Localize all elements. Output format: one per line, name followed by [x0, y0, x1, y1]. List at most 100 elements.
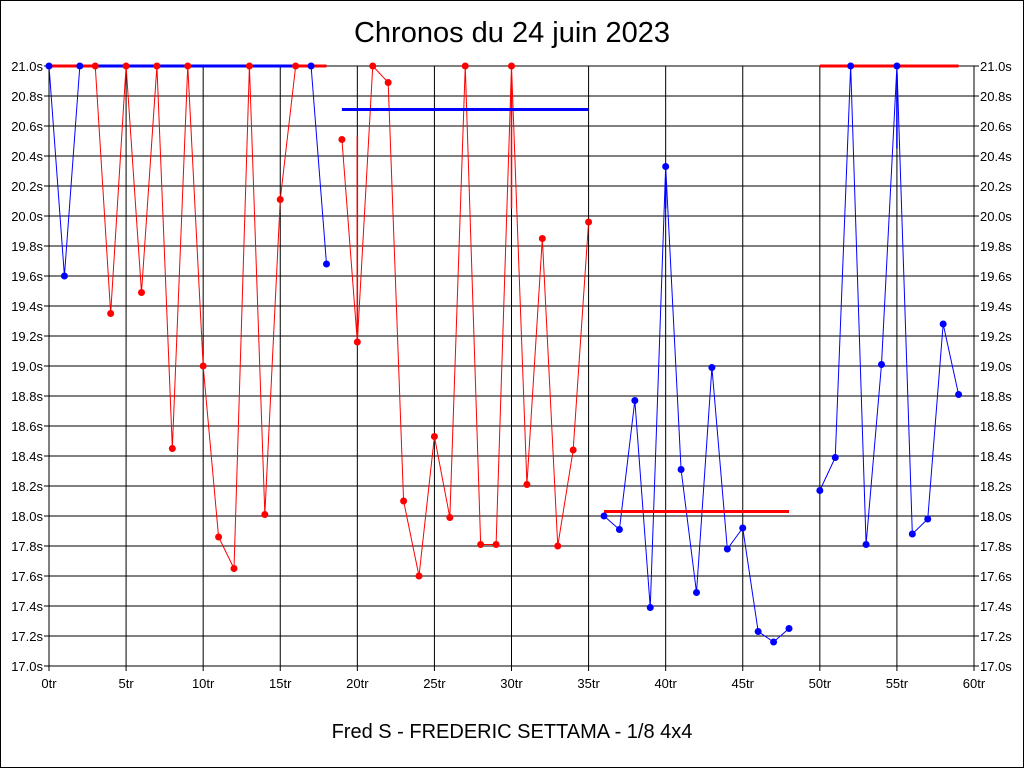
data-point	[939, 320, 947, 328]
y-tick-label-left: 19.4s	[11, 299, 43, 314]
data-point	[400, 497, 408, 505]
data-point	[76, 62, 84, 70]
y-tick-label-left: 17.6s	[11, 569, 43, 584]
data-point	[924, 515, 932, 523]
y-tick-label-left: 19.8s	[11, 239, 43, 254]
data-point	[723, 545, 731, 553]
x-tick-label: 50tr	[809, 676, 832, 691]
data-point	[461, 62, 469, 70]
data-point	[646, 604, 654, 611]
x-tick-label: 25tr	[423, 676, 446, 691]
y-tick-label-right: 20.4s	[980, 149, 1012, 164]
data-point	[631, 397, 639, 404]
x-tick-label: 20tr	[346, 676, 369, 691]
x-tick-label: 35tr	[577, 676, 600, 691]
data-point	[338, 136, 346, 143]
data-point	[538, 235, 546, 242]
y-tick-label-left: 17.2s	[11, 629, 43, 644]
x-tick-label: 30tr	[500, 676, 523, 691]
data-point	[862, 541, 870, 548]
x-tick-label: 45tr	[732, 676, 755, 691]
y-tick-label-left: 18.4s	[11, 449, 43, 464]
x-tick-label: 0tr	[41, 676, 57, 691]
data-point	[45, 62, 53, 70]
data-point	[508, 62, 515, 70]
y-tick-label-right: 18.8s	[980, 389, 1012, 404]
data-point	[585, 218, 593, 226]
data-point	[816, 487, 824, 494]
data-point	[785, 625, 793, 632]
data-point	[430, 433, 438, 440]
data-point	[908, 530, 916, 538]
y-tick-label-left: 20.0s	[11, 209, 43, 224]
data-point	[615, 526, 623, 533]
data-point	[477, 541, 485, 548]
data-point	[831, 454, 839, 461]
data-point	[739, 524, 747, 532]
x-tick-label: 10tr	[192, 676, 215, 691]
y-tick-label-left: 18.6s	[11, 419, 43, 434]
y-tick-label-right: 19.8s	[980, 239, 1012, 254]
data-point	[847, 62, 855, 70]
data-point	[754, 628, 762, 635]
data-point	[600, 512, 608, 520]
x-tick-label: 60tr	[963, 676, 986, 691]
y-tick-label-right: 20.2s	[980, 179, 1012, 194]
data-point	[770, 638, 778, 646]
data-point	[168, 445, 176, 452]
y-tick-label-right: 19.4s	[980, 299, 1012, 314]
data-point	[323, 260, 330, 268]
series-line	[819, 65, 960, 545]
y-tick-label-left: 20.2s	[11, 179, 43, 194]
data-point	[523, 481, 531, 488]
data-point	[215, 533, 223, 541]
data-point	[569, 446, 577, 454]
y-tick-label-right: 19.6s	[980, 269, 1012, 284]
data-point	[708, 364, 716, 371]
y-tick-label-left: 19.6s	[11, 269, 43, 284]
y-tick-label-right: 17.2s	[980, 629, 1012, 644]
data-point	[230, 565, 238, 572]
data-point	[199, 362, 207, 370]
data-point	[307, 62, 315, 70]
data-point	[677, 466, 685, 473]
data-point	[492, 541, 500, 548]
data-point	[353, 338, 361, 346]
series-line	[94, 65, 297, 569]
x-tick-label: 5tr	[118, 676, 134, 691]
y-tick-label-left: 21.0s	[11, 59, 43, 74]
y-tick-label-left: 17.4s	[11, 599, 43, 614]
data-point	[122, 62, 130, 70]
y-tick-label-left: 18.0s	[11, 509, 43, 524]
x-tick-label: 55tr	[886, 676, 909, 691]
y-tick-label-left: 17.8s	[11, 539, 43, 554]
y-tick-label-right: 20.0s	[980, 209, 1012, 224]
data-point	[153, 62, 161, 70]
chart-title: Chronos du 24 juin 2023	[353, 17, 670, 49]
data-point	[245, 62, 253, 70]
data-point	[60, 272, 68, 280]
y-tick-label-right: 18.4s	[980, 449, 1012, 464]
y-tick-label-left: 20.8s	[11, 89, 43, 104]
data-point	[369, 62, 377, 70]
y-tick-label-left: 19.0s	[11, 359, 43, 374]
y-tick-label-right: 17.6s	[980, 569, 1012, 584]
y-tick-label-left: 20.6s	[11, 119, 43, 134]
y-tick-label-right: 17.0s	[980, 659, 1012, 674]
data-point	[91, 62, 99, 70]
y-tick-label-right: 21.0s	[980, 59, 1012, 74]
series-line	[310, 65, 327, 265]
y-tick-label-right: 18.0s	[980, 509, 1012, 524]
data-point	[292, 62, 300, 70]
x-tick-label: 40tr	[654, 676, 677, 691]
y-tick-label-left: 20.4s	[11, 149, 43, 164]
y-tick-label-right: 19.2s	[980, 329, 1012, 344]
y-tick-label-right: 18.2s	[980, 479, 1012, 494]
data-point	[693, 589, 700, 596]
data-point	[554, 542, 562, 550]
y-tick-label-right: 17.8s	[980, 539, 1012, 554]
y-tick-label-left: 18.8s	[11, 389, 43, 404]
data-point	[276, 196, 284, 203]
data-point	[662, 163, 670, 170]
data-point	[955, 391, 963, 398]
